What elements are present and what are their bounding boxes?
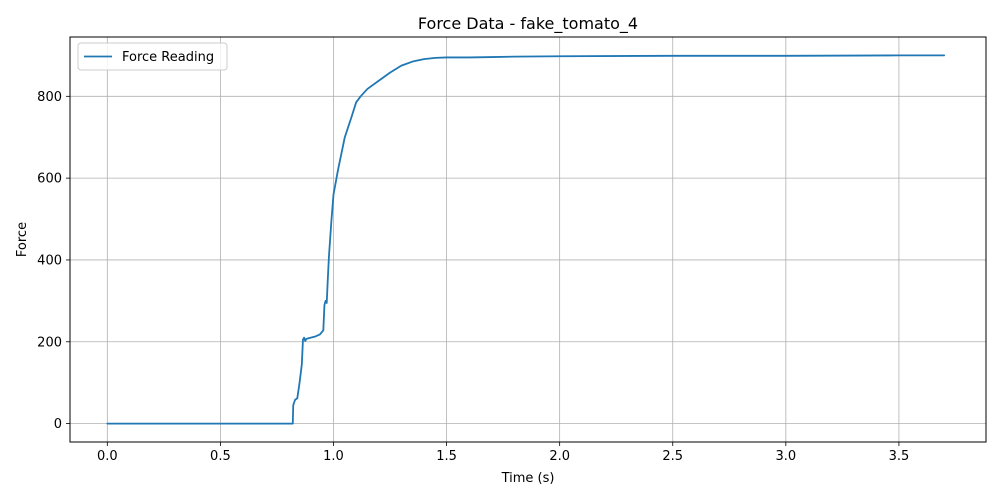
series-line-force-reading: [106, 54, 946, 425]
y-tick-label: 400: [37, 253, 62, 268]
plot-area-frame: [69, 36, 987, 443]
x-tick-label: 3.0: [775, 449, 796, 464]
y-tick-label: 200: [37, 335, 62, 350]
y-tick-label: 800: [37, 90, 62, 105]
y-tick-label: 600: [37, 172, 62, 187]
x-tick-label: 3.5: [889, 449, 910, 464]
x-tick-label: 0.5: [210, 449, 231, 464]
grid-lines: [70, 37, 986, 442]
x-axis-label: Time (s): [501, 471, 555, 486]
legend-box: [77, 42, 228, 71]
x-tick-label: 2.0: [549, 449, 570, 464]
axis-ticks: 0.0 0.5 1.0 1.5 2.0 2.5 3.0 3.5 0 200 400 600 800: [37, 90, 909, 464]
y-tick-label: 0: [54, 417, 62, 432]
series-layer: [106, 54, 946, 425]
legend-label-force-reading: Force Reading: [122, 50, 214, 65]
legend: Force Reading: [77, 42, 228, 71]
x-tick-label: 1.5: [436, 449, 457, 464]
x-tick-label: 2.5: [662, 449, 683, 464]
x-tick-label: 1.0: [323, 449, 344, 464]
x-tick-label: 0.0: [97, 449, 118, 464]
y-axis-label: Force: [15, 222, 30, 257]
chart-title: Force Data - fake_tomato_4: [418, 14, 638, 34]
